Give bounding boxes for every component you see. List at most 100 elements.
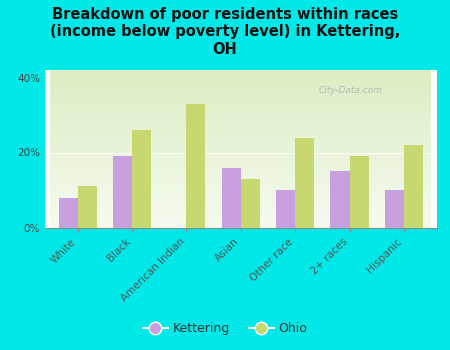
Bar	[50, 91, 431, 92]
Bar	[50, 200, 431, 201]
Bar	[50, 223, 431, 224]
Bar	[50, 214, 431, 215]
Bar	[50, 210, 431, 211]
Bar	[50, 111, 431, 112]
Bar	[50, 93, 431, 94]
Bar	[50, 170, 431, 171]
Bar	[50, 194, 431, 195]
Bar	[50, 132, 431, 133]
Bar	[50, 179, 431, 180]
Bar	[276, 190, 295, 228]
Bar	[50, 174, 431, 175]
Bar	[50, 113, 431, 114]
Bar	[50, 138, 431, 139]
Bar	[50, 154, 431, 155]
Bar	[50, 104, 431, 105]
Bar	[50, 162, 431, 163]
Bar	[50, 208, 431, 209]
Bar	[50, 202, 431, 203]
Bar	[50, 225, 431, 226]
Bar	[330, 171, 350, 228]
Bar	[50, 209, 431, 210]
Bar	[50, 90, 431, 91]
Bar	[50, 70, 431, 71]
Bar	[50, 102, 431, 103]
Bar	[50, 189, 431, 190]
Bar	[50, 108, 431, 109]
Bar	[50, 177, 431, 178]
Text: City-Data.com: City-Data.com	[319, 86, 383, 95]
Bar	[50, 76, 431, 77]
Bar	[50, 178, 431, 179]
Bar	[50, 94, 431, 95]
Bar	[50, 75, 431, 76]
Bar	[50, 226, 431, 228]
Bar	[50, 114, 431, 115]
Bar	[50, 117, 431, 118]
Bar	[50, 192, 431, 193]
Bar	[50, 88, 431, 89]
Bar	[50, 221, 431, 222]
Bar	[50, 136, 431, 137]
Bar	[50, 220, 431, 221]
Bar	[385, 190, 404, 228]
Bar	[50, 122, 431, 124]
Bar	[50, 125, 431, 126]
Bar	[404, 145, 423, 228]
Bar	[50, 152, 431, 153]
Bar	[50, 146, 431, 147]
Bar	[50, 213, 431, 214]
Bar	[50, 164, 431, 166]
Bar	[50, 206, 431, 208]
Bar	[50, 203, 431, 204]
Bar	[50, 176, 431, 177]
Bar	[50, 161, 431, 162]
Bar	[50, 85, 431, 86]
Bar	[50, 115, 431, 116]
Bar	[50, 158, 431, 159]
Bar	[50, 167, 431, 168]
Bar	[50, 72, 431, 73]
Bar	[50, 190, 431, 191]
Legend: Kettering, Ohio: Kettering, Ohio	[138, 317, 312, 340]
Bar	[50, 95, 431, 96]
Bar	[50, 180, 431, 181]
Bar	[50, 139, 431, 140]
Bar	[113, 156, 132, 228]
Bar	[50, 141, 431, 142]
Bar	[50, 131, 431, 132]
Text: Breakdown of poor residents within races
(income below poverty level) in Ketteri: Breakdown of poor residents within races…	[50, 7, 400, 57]
Bar	[50, 193, 431, 194]
Bar	[50, 82, 431, 83]
Bar	[50, 119, 431, 120]
Bar	[50, 107, 431, 108]
Bar	[50, 216, 431, 217]
Bar	[50, 126, 431, 127]
Bar	[50, 153, 431, 154]
Bar	[50, 198, 431, 199]
Bar	[50, 121, 431, 122]
Bar	[50, 134, 431, 135]
Bar	[50, 103, 431, 104]
Bar	[50, 89, 431, 90]
Bar	[50, 157, 431, 158]
Bar	[50, 168, 431, 169]
Bar	[50, 109, 431, 110]
Bar	[50, 159, 431, 160]
Bar	[50, 147, 431, 148]
Bar	[50, 224, 431, 225]
Bar	[50, 120, 431, 121]
Bar	[50, 86, 431, 87]
Bar	[50, 160, 431, 161]
Bar	[50, 217, 431, 218]
Bar	[50, 135, 431, 136]
Bar	[50, 80, 431, 82]
Bar	[50, 173, 431, 174]
Bar	[50, 183, 431, 184]
Bar	[50, 172, 431, 173]
Bar	[50, 149, 431, 150]
Bar	[50, 73, 431, 74]
Bar	[50, 222, 431, 223]
Bar	[50, 128, 431, 129]
Bar	[50, 71, 431, 72]
